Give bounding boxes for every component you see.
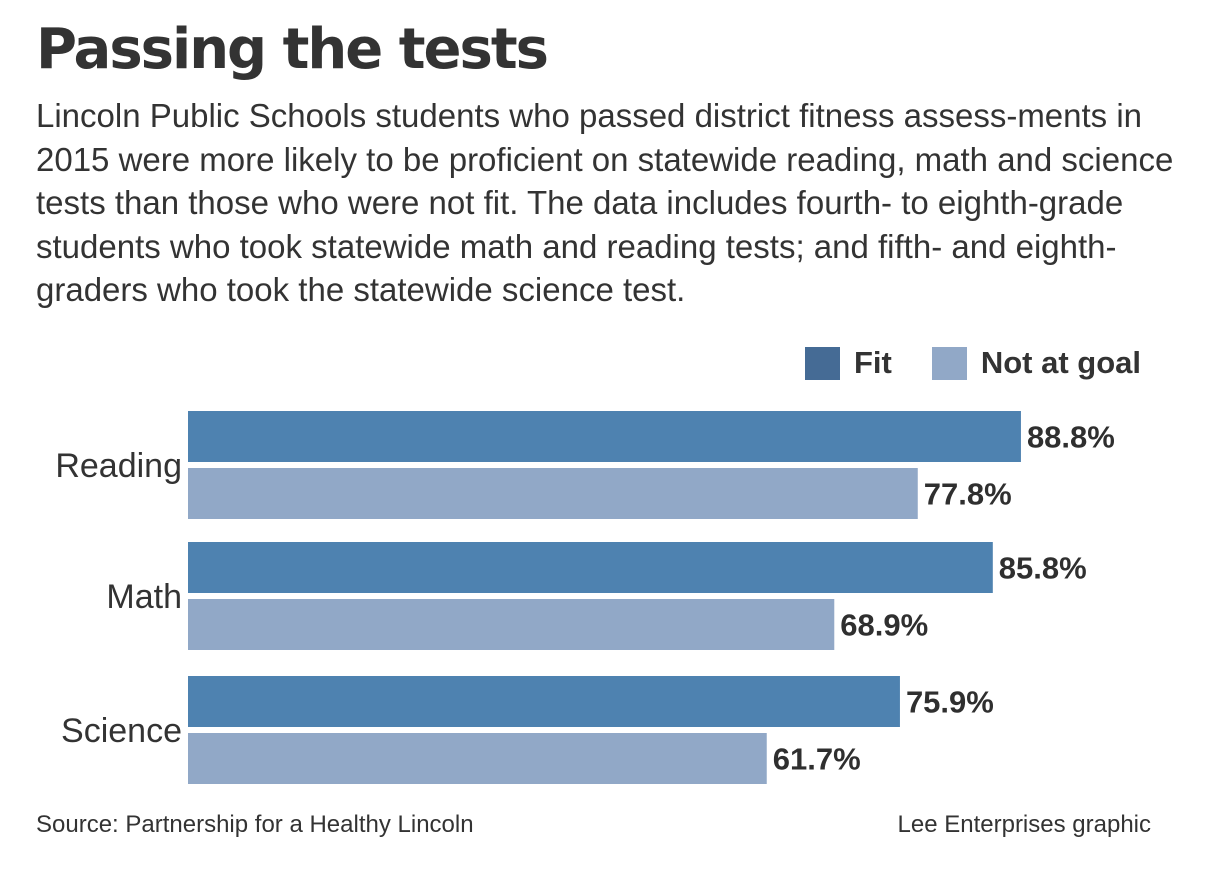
value-label-science-not-at-goal: 61.7%	[773, 742, 861, 777]
legend: Fit Not at goal	[765, 345, 1141, 381]
bar-reading-not-at-goal	[188, 468, 918, 519]
category-label-reading: Reading	[55, 447, 182, 485]
bar-math-fit	[188, 542, 993, 593]
bar-reading-fit	[188, 411, 1021, 462]
bar-science-fit	[188, 676, 900, 727]
legend-label-fit: Fit	[853, 345, 892, 380]
legend-label-not-at-goal: Not at goal	[980, 345, 1141, 380]
chart-title: Passing the tests	[36, 17, 549, 82]
bar-math-not-at-goal	[188, 599, 835, 650]
legend-swatch-fit	[804, 346, 840, 380]
value-label-math-not-at-goal: 68.9%	[840, 608, 928, 643]
category-label-math: Math	[106, 578, 182, 616]
legend-item-fit: Fit	[804, 345, 892, 381]
bar-science-not-at-goal	[188, 733, 767, 784]
value-label-reading-fit: 88.8%	[1027, 420, 1115, 455]
legend-item-not-at-goal: Not at goal	[931, 345, 1141, 381]
value-label-math-fit: 85.8%	[999, 551, 1087, 586]
value-label-science-fit: 75.9%	[906, 685, 994, 720]
chart-subtitle: Lincoln Public Schools students who pass…	[36, 97, 1174, 308]
value-label-reading-not-at-goal: 77.8%	[924, 477, 1012, 512]
legend-swatch-not-at-goal	[931, 346, 967, 380]
credit-note: Lee Enterprises graphic	[897, 811, 1151, 838]
source-note: Source: Partnership for a Healthy Lincol…	[36, 811, 474, 838]
category-label-science: Science	[61, 712, 182, 750]
